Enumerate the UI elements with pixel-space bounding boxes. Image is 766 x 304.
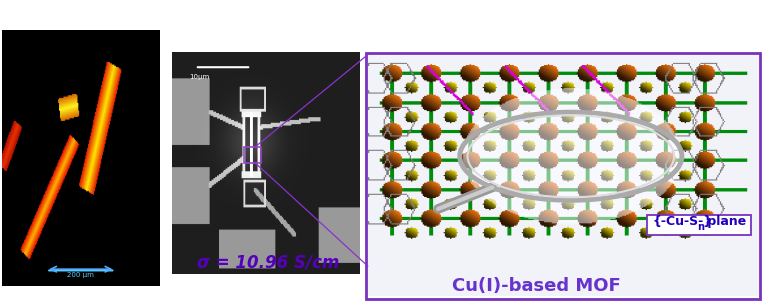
Text: 10μm: 10μm [189, 74, 209, 80]
Text: n: n [696, 223, 702, 232]
Bar [244, 147, 260, 163]
Text: Cu(I)-based MOF: Cu(I)-based MOF [452, 277, 620, 295]
Text: n: n [697, 223, 704, 232]
Text: 200 μm: 200 μm [67, 272, 94, 278]
Text: plane: plane [703, 216, 746, 228]
Text: {-Cu-S-}: {-Cu-S-} [651, 216, 712, 228]
Text: {-Cu-S-}: {-Cu-S-} [653, 216, 713, 228]
Text: plane: plane [702, 216, 745, 228]
Text: σ = 10.96 S/cm: σ = 10.96 S/cm [197, 254, 339, 272]
